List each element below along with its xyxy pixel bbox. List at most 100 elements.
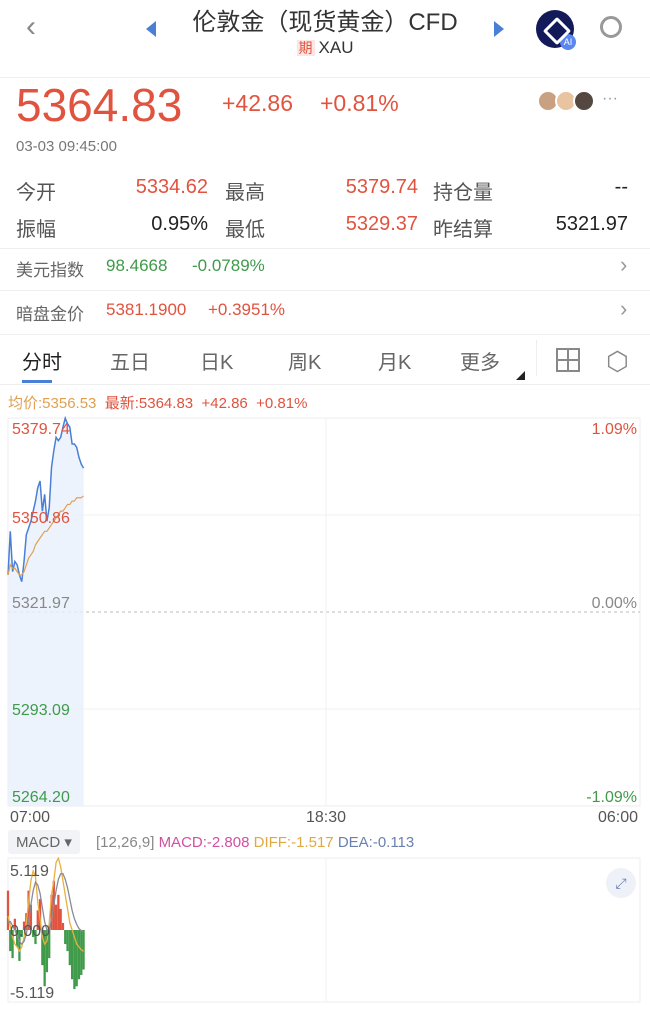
macd-y-label: -5.119	[10, 985, 54, 1002]
y-right-label: 1.09%	[592, 421, 637, 438]
macd-bar	[68, 930, 71, 966]
avg-price-line	[7, 495, 84, 576]
stat-label: 今开	[16, 182, 56, 204]
related-change: +0.3951%	[208, 300, 286, 319]
macd-bar	[82, 930, 85, 970]
avg-price: 均价:5356.53	[8, 395, 97, 412]
chart-info: 均价:5356.53 最新:5364.83 +42.86 +0.81%	[8, 392, 307, 413]
y-right-label: -1.09%	[586, 789, 637, 806]
symbol: XAU	[318, 38, 354, 57]
search-icon[interactable]	[600, 16, 622, 38]
tab-2[interactable]: 日K	[200, 352, 234, 374]
x-tick-label: 07:00	[10, 809, 50, 826]
macd-value: MACD:-2.808	[158, 834, 250, 851]
futures-badge: 期	[296, 40, 315, 56]
related-row[interactable]	[0, 248, 650, 290]
ai-badge: AI	[560, 34, 576, 50]
macd-bar	[43, 930, 46, 987]
macd-bar	[54, 904, 58, 930]
chevron-right-icon: ›	[620, 296, 628, 321]
related-value: 98.4668	[106, 256, 168, 275]
price-line	[7, 415, 85, 582]
macd-bar	[18, 930, 21, 961]
macd-info: [12,26,9] MACD:-2.808 DIFF:-1.517 DEA:-0…	[96, 834, 414, 851]
stat-value: 0.95%	[151, 213, 208, 235]
macd-bar	[11, 930, 14, 959]
macd-bar	[73, 930, 76, 990]
tab-4[interactable]: 月K	[378, 352, 412, 374]
dea-value: DEA:-0.113	[337, 834, 415, 851]
macd-bar	[75, 930, 78, 987]
y-tick-label: 5321.97	[12, 595, 70, 612]
macd-bar	[32, 930, 35, 938]
macd-bar	[45, 930, 49, 973]
latest-change: +42.86	[201, 395, 248, 412]
tab-0[interactable]: 分时	[22, 352, 62, 374]
macd-bar	[13, 918, 17, 930]
avatar[interactable]	[573, 90, 595, 112]
price-change: +42.86	[222, 90, 293, 116]
price-area	[8, 418, 84, 806]
divider	[0, 290, 650, 291]
timestamp: 03-03 09:45:00	[16, 138, 117, 155]
macd-y-label: 0.000	[10, 923, 50, 940]
back-icon[interactable]: ‹	[26, 10, 36, 43]
macd-bar	[70, 930, 74, 980]
symbol-subtitle: 期 XAU	[0, 38, 650, 58]
macd-bar	[59, 908, 62, 930]
header: ‹ 伦敦金（现货黄金）CFD 期 XAU AI	[0, 0, 650, 78]
stat-label: 最高	[225, 182, 265, 204]
intraday-chart[interactable]: 5379.74 5350.86 5321.97 5293.09 5264.20 1.09%…	[0, 412, 650, 832]
macd-bar	[80, 930, 83, 976]
related-value: 5381.1900	[106, 300, 187, 319]
more-icon[interactable]: ···	[602, 90, 618, 107]
macd-bar	[16, 930, 19, 947]
latest-price: 最新:5364.83	[104, 395, 194, 412]
macd-chart[interactable]: 5.119 0.000 -5.119	[0, 856, 650, 1006]
macd-bar	[22, 921, 26, 930]
stat-value: 5321.97	[555, 213, 628, 235]
stat-value: 5379.74	[345, 176, 418, 198]
y-tick-label: 5264.20	[12, 789, 70, 806]
ai-assistant-icon[interactable]: AI	[536, 10, 576, 50]
related-label: 暗盘金价	[16, 305, 84, 324]
next-arrow-icon[interactable]	[494, 21, 504, 37]
macd-bar	[61, 922, 65, 930]
macd-bar	[48, 930, 51, 959]
macd-bar	[20, 930, 23, 938]
page-title: 伦敦金（现货黄金）CFD	[192, 9, 458, 36]
x-tick-label: 06:00	[598, 809, 638, 826]
chevron-right-icon: ›	[620, 252, 628, 277]
indicator-selector[interactable]: MACD ▾	[8, 830, 80, 854]
expand-icon[interactable]: ⤢	[606, 868, 636, 898]
diff-line	[7, 856, 84, 953]
macd-bar	[57, 894, 60, 930]
active-tab-indicator	[22, 380, 52, 383]
stat-label: 昨结算	[433, 219, 493, 241]
related-label: 美元指数	[16, 261, 84, 280]
prev-arrow-icon[interactable]	[146, 21, 156, 37]
macd-y-label: 5.119	[10, 863, 49, 880]
related-change: -0.0789%	[192, 256, 265, 275]
price-change-pct: +0.81%	[320, 90, 399, 116]
stat-value: 5334.62	[135, 176, 208, 198]
macd-bar	[6, 890, 10, 930]
y-tick-label: 5293.09	[12, 702, 70, 719]
stat-value: --	[614, 176, 628, 198]
tab-1[interactable]: 五日	[110, 352, 150, 374]
latest-pct: +0.81%	[256, 395, 308, 412]
macd-bar	[41, 930, 44, 966]
tab-5[interactable]: 更多	[460, 352, 500, 374]
macd-bar	[50, 894, 53, 930]
x-tick-label: 18:30	[306, 809, 346, 826]
stat-label: 持仓量	[433, 182, 493, 204]
layout-grid-icon[interactable]	[556, 348, 580, 372]
stat-label: 振幅	[16, 219, 56, 241]
macd-bar	[66, 930, 69, 952]
macd-bar	[64, 930, 67, 945]
dea-line	[7, 873, 84, 946]
tab-3[interactable]: 周K	[288, 352, 322, 374]
related-row[interactable]	[0, 292, 650, 334]
macd-bar	[77, 930, 81, 980]
settings-icon[interactable]: ⬡	[606, 346, 629, 376]
